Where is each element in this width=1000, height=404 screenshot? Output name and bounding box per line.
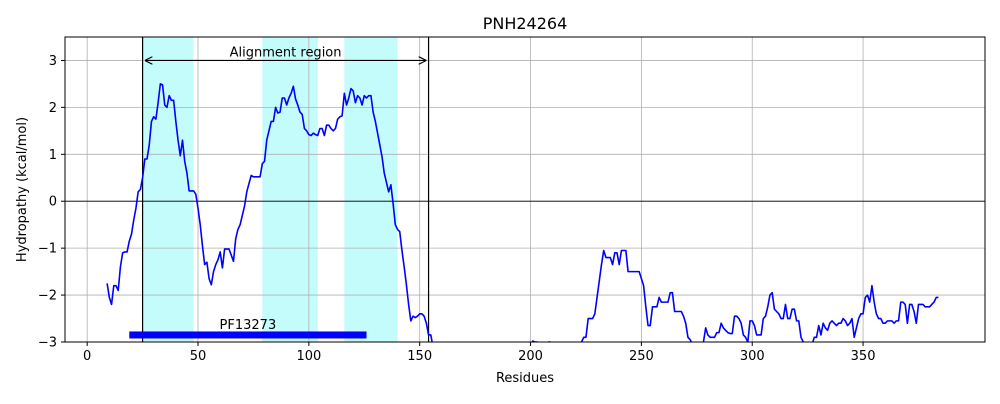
y-tick-label: 0 [49,195,57,210]
y-tick-label: −1 [38,242,57,257]
y-tick-label: 2 [49,101,57,116]
annotations: PF13273 Alignment region [129,45,425,339]
alignment-label: Alignment region [230,45,342,60]
y-tick-label: −3 [38,336,57,351]
x-tick-label: 50 [190,349,207,364]
series-group [106,83,939,342]
x-tick-label: 250 [629,349,654,364]
plot-frame [64,36,986,343]
x-tick-label: 300 [740,349,765,364]
axis-ticks: 0 50 100 150 200 250 300 350 −3 −2 −1 0 1 2 3 [38,54,876,364]
tm-bands [142,37,398,342]
y-axis-label: Hydropathy (kcal/mol) [15,117,30,262]
x-tick-label: 0 [83,349,91,364]
x-tick-label: 150 [407,349,432,364]
x-tick-label: 200 [518,349,543,364]
x-axis-label: Residues [496,371,554,386]
y-tick-label: −2 [38,289,57,304]
x-tick-label: 100 [296,349,321,364]
chart-title: PNH24264 [483,14,568,33]
tm-band-1 [142,37,194,342]
reference-lines [65,37,985,342]
domain-bar [129,331,367,339]
grid-lines [65,37,985,343]
domain-label: PF13273 [220,318,277,333]
y-tick-label: 3 [49,54,57,69]
y-tick-label: 1 [49,148,57,163]
hydropathy-series-line [106,83,939,342]
x-tick-label: 350 [851,349,876,364]
tm-band-2 [262,37,318,342]
